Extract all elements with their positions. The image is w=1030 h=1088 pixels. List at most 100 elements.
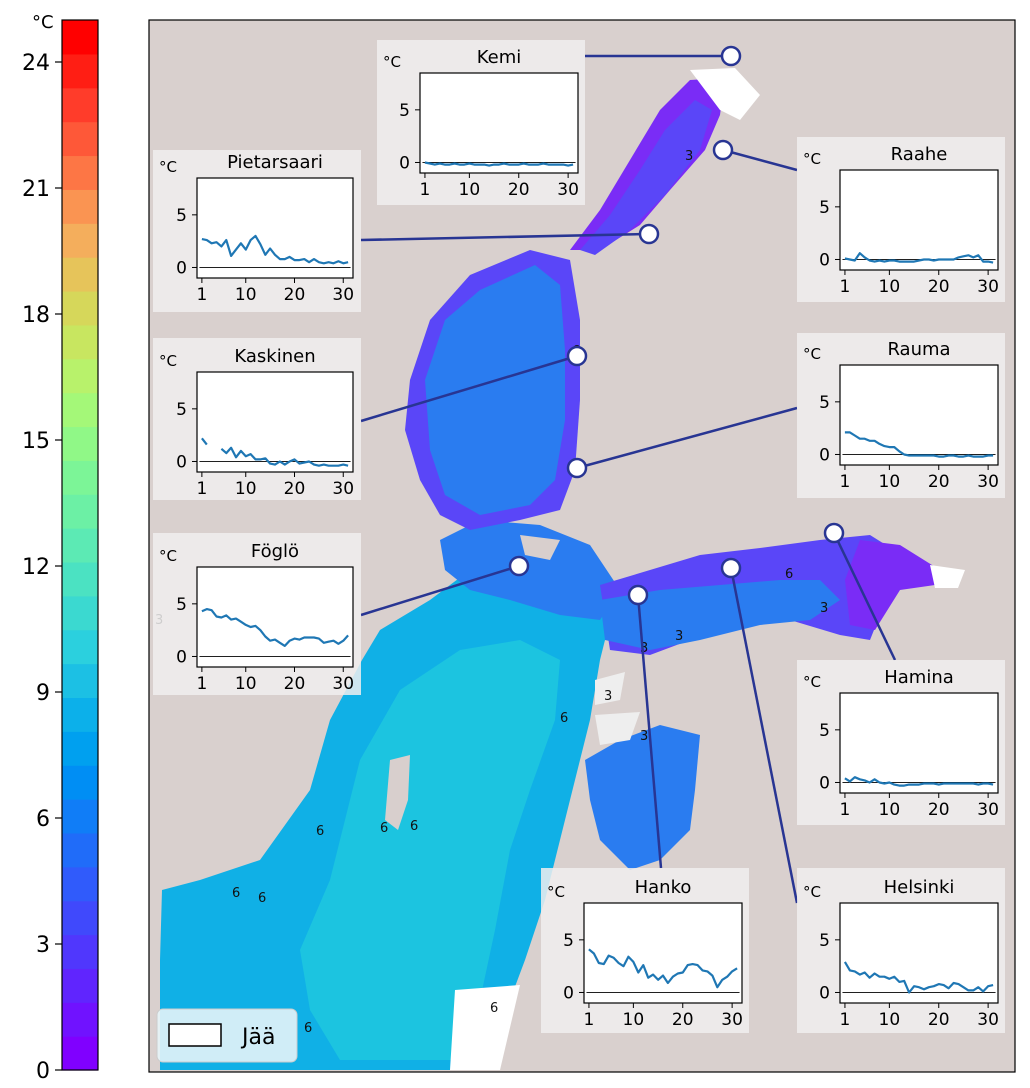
x-tick-label: 30 (977, 277, 999, 297)
inset-title: Kaskinen (234, 346, 315, 367)
inset-chart: Kaskinen °C 1 10 20 30 0 5 (153, 338, 361, 500)
x-tick-label: 30 (721, 1010, 743, 1030)
colorbar-tick-label: 0 (36, 1059, 50, 1084)
contour-label: 6 (785, 567, 793, 582)
sea-temperature-field (160, 68, 965, 1070)
series-line (201, 437, 349, 467)
station-marker[interactable] (566, 345, 588, 367)
inset-chart: Hanko °C 1 10 20 30 0 5 (541, 868, 749, 1033)
colorbar-segment (62, 155, 98, 190)
series-line (201, 234, 349, 265)
inset-ylabel: °C (803, 673, 821, 691)
island-aland (520, 535, 560, 560)
colorbar-segment (62, 765, 98, 800)
colorbar-segment (62, 1002, 98, 1037)
ice-gulf-finland-east (930, 565, 965, 588)
contour-label: 6 (380, 821, 388, 836)
x-tick-label: 10 (623, 1010, 645, 1030)
y-tick-label: 0 (176, 258, 187, 278)
ice-south (450, 985, 520, 1070)
colorbar-segment (62, 53, 98, 89)
inset-ylabel: °C (803, 345, 821, 363)
y-tick-label: 5 (176, 595, 187, 615)
contour-label: 3 (604, 689, 612, 704)
station-marker[interactable] (508, 555, 530, 577)
colorbar-tick-label: 9 (36, 681, 50, 706)
inset-axes (196, 177, 354, 279)
x-tick-label: 1 (840, 1010, 851, 1030)
x-tick-label: 1 (196, 479, 207, 499)
colorbar-segment (62, 121, 98, 157)
x-tick-label: 10 (879, 277, 901, 297)
colorbar-segment (62, 87, 98, 123)
bothnian-sea (425, 265, 565, 515)
gulf-of-riga (585, 725, 700, 870)
x-tick-label: 20 (672, 1010, 694, 1030)
colorbar-segment (62, 561, 98, 597)
x-tick-label: 1 (584, 1010, 595, 1030)
x-tick-label: 30 (977, 1010, 999, 1030)
station-marker[interactable] (566, 457, 588, 479)
legend-box (156, 1008, 298, 1063)
inset-chart: Kemi °C 1 10 20 30 0 5 (377, 40, 585, 205)
colorbar-segment (62, 934, 98, 969)
x-tick-label: 20 (928, 800, 950, 820)
leader-line (722, 148, 798, 172)
x-tick-label: 1 (420, 180, 431, 200)
y-tick-label: 0 (819, 983, 830, 1003)
island-saaremaa (595, 712, 640, 745)
inset-chart: Föglö °C 1 10 20 30 0 5 (153, 533, 361, 695)
x-tick-label: 1 (196, 285, 207, 305)
colorbar-tick-label: 21 (22, 177, 50, 202)
station-marker[interactable] (627, 584, 649, 606)
ice-bothnian-bay (690, 68, 760, 120)
contour-label: 3 (685, 149, 693, 164)
contour-label: 3 (640, 641, 648, 656)
colorbar-segment (62, 799, 98, 834)
series-line (844, 431, 994, 458)
contour-label: 3 (675, 629, 683, 644)
y-tick-label: 5 (563, 931, 574, 951)
x-tick-label: 30 (332, 479, 354, 499)
leader-line (576, 406, 798, 470)
colorbar-segment (62, 866, 98, 902)
x-tick-label: 30 (332, 674, 354, 694)
station-marker[interactable] (712, 139, 734, 161)
y-tick-label: 0 (819, 250, 830, 270)
x-tick-label: 20 (508, 180, 530, 200)
x-tick-label: 20 (284, 479, 306, 499)
inset-title: Kemi (477, 47, 522, 68)
station-marker[interactable] (720, 45, 742, 67)
series-line (588, 948, 738, 989)
inset-ylabel: °C (803, 150, 821, 168)
y-tick-label: 0 (819, 773, 830, 793)
y-tick-label: 5 (819, 931, 830, 951)
colorbar-tick-label: 3 (36, 933, 50, 958)
x-tick-label: 20 (928, 472, 950, 492)
series-line (844, 776, 994, 787)
station-marker[interactable] (823, 522, 845, 544)
ice-legend: Jää (156, 1008, 298, 1063)
station-marker[interactable] (720, 557, 742, 579)
colorbar-tick-label: 12 (22, 555, 50, 580)
leader-line (729, 567, 799, 904)
inset-ylabel: °C (159, 547, 177, 565)
leader-line (360, 232, 650, 242)
colorbar-segment (62, 358, 98, 394)
x-tick-label: 1 (196, 674, 207, 694)
colorbar-tick-label: 18 (22, 303, 50, 328)
colorbar-unit: °C (32, 12, 54, 33)
colorbar-segment (62, 324, 98, 360)
contour-label: 3 (820, 601, 828, 616)
inset-chart: Pietarsaari °C 1 10 20 30 0 5 (153, 150, 361, 312)
inset-chart: Raahe °C 1 10 20 30 0 5 (797, 137, 1005, 302)
y-tick-label: 0 (176, 647, 187, 667)
x-tick-label: 10 (235, 285, 257, 305)
colorbar-tick-label: 24 (22, 51, 50, 76)
station-marker[interactable] (638, 223, 660, 245)
x-tick-label: 30 (977, 800, 999, 820)
inset-chart: Hamina °C 1 10 20 30 0 5 (797, 660, 1005, 825)
colorbar-segment (62, 426, 98, 461)
y-tick-label: 0 (819, 445, 830, 465)
